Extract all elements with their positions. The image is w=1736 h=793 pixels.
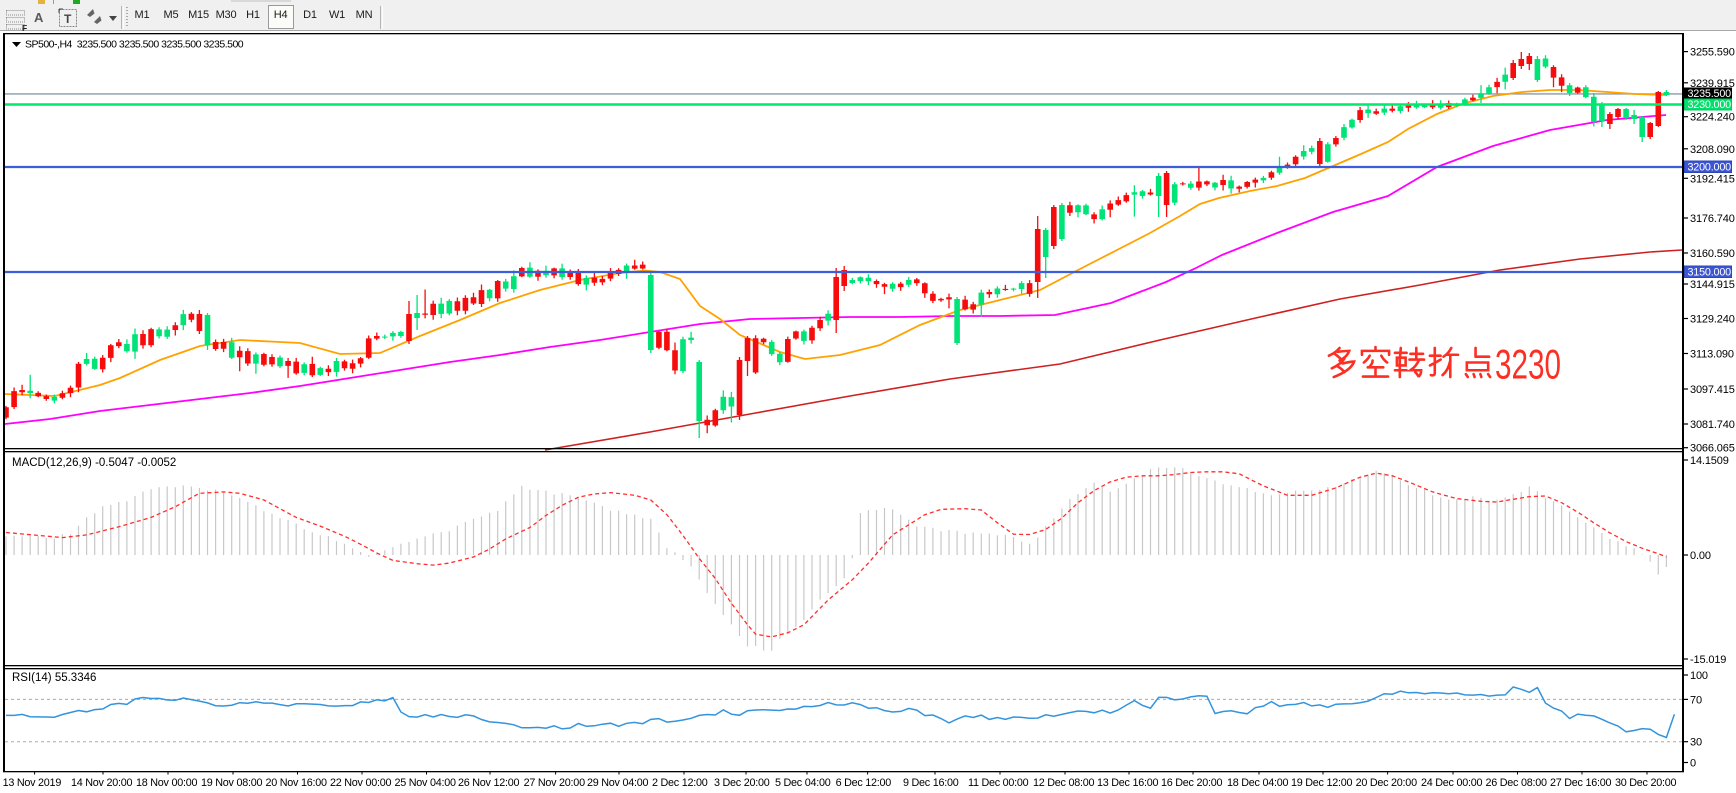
svg-text:SP500-,H4 3235.500 3235.500 3: SP500-,H4 3235.500 3235.500 3235.500 323… xyxy=(25,39,244,51)
svg-text:3081.740: 3081.740 xyxy=(1690,419,1735,431)
svg-text:19 Nov 08:00: 19 Nov 08:00 xyxy=(201,777,262,789)
svg-text:18 Nov 00:00: 18 Nov 00:00 xyxy=(136,777,197,789)
svg-text:6 Dec 12:00: 6 Dec 12:00 xyxy=(836,777,892,789)
svg-text:-15.019: -15.019 xyxy=(1690,654,1726,666)
svg-text:3160.590: 3160.590 xyxy=(1690,248,1735,260)
svg-text:3066.065: 3066.065 xyxy=(1690,443,1735,455)
svg-text:3176.740: 3176.740 xyxy=(1690,213,1735,225)
svg-text:25 Nov 04:00: 25 Nov 04:00 xyxy=(395,777,456,789)
svg-text:22 Nov 00:00: 22 Nov 00:00 xyxy=(330,777,391,789)
svg-text:29 Nov 04:00: 29 Nov 04:00 xyxy=(587,777,648,789)
svg-text:3255.590: 3255.590 xyxy=(1690,47,1735,59)
svg-text:3224.240: 3224.240 xyxy=(1690,112,1735,124)
svg-text:20 Nov 16:00: 20 Nov 16:00 xyxy=(266,777,327,789)
svg-text:5 Dec 04:00: 5 Dec 04:00 xyxy=(775,777,831,789)
svg-text:MACD(12,26,9) -0.5047 -0.0052: MACD(12,26,9) -0.5047 -0.0052 xyxy=(12,457,176,469)
svg-text:14.1509: 14.1509 xyxy=(1690,455,1729,467)
svg-text:3200.000: 3200.000 xyxy=(1688,161,1732,173)
svg-text:3129.240: 3129.240 xyxy=(1690,314,1735,326)
svg-text:0: 0 xyxy=(1690,758,1696,770)
svg-text:13 Dec 16:00: 13 Dec 16:00 xyxy=(1097,777,1158,789)
svg-text:F: F xyxy=(22,23,27,33)
svg-text:3097.415: 3097.415 xyxy=(1690,384,1735,396)
svg-text:26 Nov 12:00: 26 Nov 12:00 xyxy=(458,777,519,789)
svg-text:0.00: 0.00 xyxy=(1690,550,1711,562)
svg-text:T: T xyxy=(64,12,72,26)
svg-text:18 Dec 04:00: 18 Dec 04:00 xyxy=(1227,777,1288,789)
svg-text:14 Nov 20:00: 14 Nov 20:00 xyxy=(71,777,132,789)
svg-text:3150.000: 3150.000 xyxy=(1688,266,1732,278)
svg-text:26 Dec 08:00: 26 Dec 08:00 xyxy=(1486,777,1547,789)
svg-text:100: 100 xyxy=(1690,670,1708,682)
svg-text:27 Dec 16:00: 27 Dec 16:00 xyxy=(1550,777,1611,789)
svg-text:3 Dec 20:00: 3 Dec 20:00 xyxy=(714,777,770,789)
svg-text:19 Dec 12:00: 19 Dec 12:00 xyxy=(1291,777,1352,789)
svg-text:3113.090: 3113.090 xyxy=(1690,349,1734,361)
svg-text:16 Dec 20:00: 16 Dec 20:00 xyxy=(1161,777,1222,789)
svg-text:27 Nov 20:00: 27 Nov 20:00 xyxy=(524,777,585,789)
svg-text:3144.915: 3144.915 xyxy=(1690,279,1735,291)
svg-text:3230.000: 3230.000 xyxy=(1688,99,1732,111)
svg-text:3235.500: 3235.500 xyxy=(1688,88,1732,100)
svg-text:24 Dec 00:00: 24 Dec 00:00 xyxy=(1421,777,1482,789)
svg-text:20 Dec 20:00: 20 Dec 20:00 xyxy=(1356,777,1417,789)
svg-text:30: 30 xyxy=(1690,737,1702,749)
svg-text:3192.415: 3192.415 xyxy=(1690,173,1735,185)
svg-text:13 Nov 2019: 13 Nov 2019 xyxy=(3,777,62,789)
svg-text:11 Dec 00:00: 11 Dec 00:00 xyxy=(968,777,1029,789)
svg-text:9 Dec 16:00: 9 Dec 16:00 xyxy=(903,777,959,789)
svg-text:3239.915: 3239.915 xyxy=(1690,78,1735,90)
svg-text:70: 70 xyxy=(1690,694,1702,706)
svg-text:3208.090: 3208.090 xyxy=(1690,144,1735,156)
svg-text:RSI(14) 55.3346: RSI(14) 55.3346 xyxy=(12,672,96,684)
svg-text:30 Dec 20:00: 30 Dec 20:00 xyxy=(1615,777,1676,789)
svg-text:12 Dec 08:00: 12 Dec 08:00 xyxy=(1033,777,1094,789)
svg-text:3230: 3230 xyxy=(1495,341,1561,388)
svg-text:2 Dec 12:00: 2 Dec 12:00 xyxy=(652,777,708,789)
